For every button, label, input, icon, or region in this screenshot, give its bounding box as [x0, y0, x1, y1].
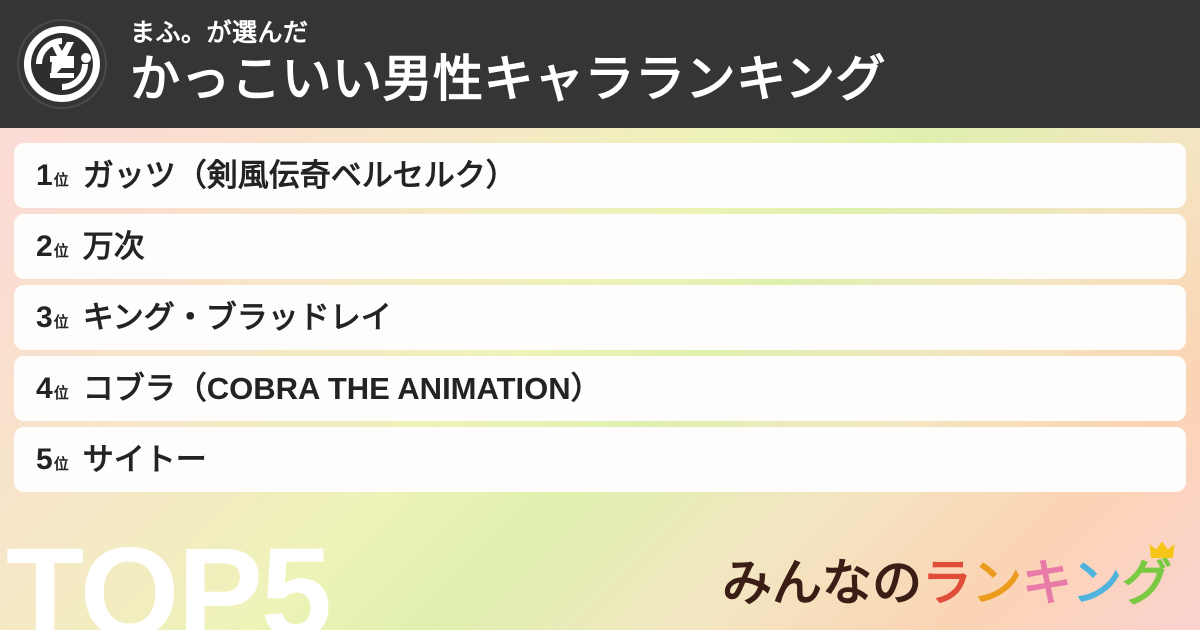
rank-number-value: 1	[36, 158, 53, 192]
brand-char: キ	[1022, 555, 1072, 611]
rank-suffix: 位	[53, 384, 69, 402]
rank-item-name: ガッツ（剣風伝奇ベルセルク）	[82, 158, 517, 193]
rank-number-value: 2	[36, 229, 53, 263]
rank-row[interactable]: 2位 万次	[14, 214, 1186, 279]
rank-number: 1位	[36, 158, 69, 192]
brand-char: ラ	[922, 555, 972, 611]
brand-char: ん	[772, 555, 822, 611]
rank-number-value: 3	[36, 300, 53, 334]
brand-char: グ	[1122, 555, 1172, 611]
brand-char: ン	[972, 555, 1022, 611]
rank-row[interactable]: 5位 サイトー	[14, 427, 1186, 492]
rank-number-value: 5	[36, 442, 53, 476]
rank-suffix: 位	[53, 455, 69, 473]
brand-char: な	[822, 555, 872, 611]
brand-logo[interactable]: みんなのランキング	[722, 541, 1175, 611]
rank-suffix: 位	[53, 171, 69, 189]
rank-row[interactable]: 3位 キング・ブラッドレイ	[14, 285, 1186, 350]
rank-row[interactable]: 4位 コブラ（COBRA THE ANIMATION）	[14, 356, 1186, 421]
crown-icon	[1149, 541, 1175, 558]
header-bar: まふ。が選んだ かっこいい男性キャラランキング	[0, 0, 1200, 128]
brand-char: み	[722, 555, 772, 611]
user-avatar[interactable]	[16, 18, 108, 110]
rank-suffix: 位	[53, 242, 69, 260]
rank-number: 4位	[36, 371, 69, 405]
header-text-block: まふ。が選んだ かっこいい男性キャラランキング	[130, 20, 886, 108]
page-title: かっこいい男性キャラランキング	[130, 50, 886, 107]
rank-number: 2位	[36, 229, 69, 263]
header-eyebrow: まふ。が選んだ	[130, 19, 309, 48]
rank-item-name: コブラ（COBRA THE ANIMATION）	[82, 371, 602, 406]
rank-suffix: 位	[53, 313, 69, 331]
brand-char: ン	[1072, 555, 1122, 611]
rank-number-value: 4	[36, 371, 53, 405]
ranking-list: 1位 ガッツ（剣風伝奇ベルセルク） 2位 万次 3位 キング・ブラッドレイ 4位 コブラ（CO…	[14, 143, 1186, 492]
brand-char: の	[872, 555, 922, 611]
rank-item-name: キング・ブラッドレイ	[82, 300, 392, 335]
rank-number: 5位	[36, 442, 69, 476]
rank-item-name: サイトー	[82, 442, 207, 477]
top5-label: TOP5	[6, 522, 332, 630]
brand-last-char-wrapper: グ	[1122, 541, 1175, 611]
rank-number: 3位	[36, 300, 69, 334]
rank-row[interactable]: 1位 ガッツ（剣風伝奇ベルセルク）	[14, 143, 1186, 208]
avatar-face-icon	[17, 19, 107, 109]
rank-item-name: 万次	[82, 229, 145, 264]
